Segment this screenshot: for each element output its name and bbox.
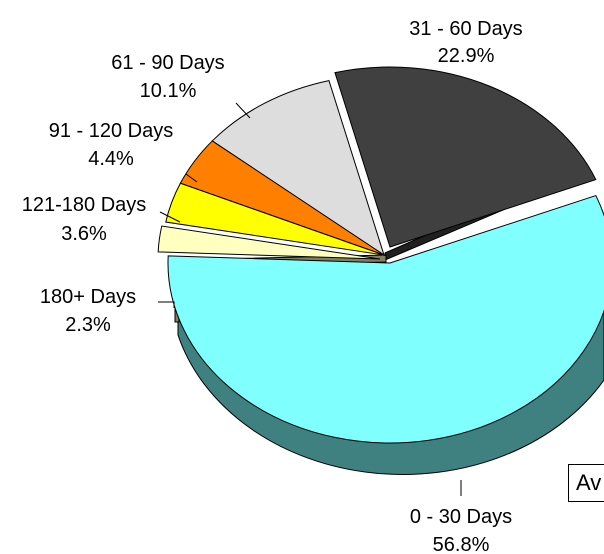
legend-partial-text: Av <box>576 470 602 495</box>
slice-top-121-180-days <box>165 182 385 256</box>
slice-top-31-60-days <box>334 66 597 248</box>
leader-line-180-plus-days <box>158 301 175 308</box>
slice-top-0-30-days <box>167 194 604 444</box>
label-180-plus-days-name: 180+ Days <box>40 286 136 308</box>
label-31-60-days-name: 31 - 60 Days <box>409 18 522 40</box>
slice-top-61-90-days <box>211 80 385 257</box>
slice-top-180-days <box>157 225 381 260</box>
label-91-120-days-name: 91 - 120 Days <box>49 120 174 142</box>
leader-line-61-90-days <box>235 102 251 119</box>
label-180-plus-days-pct: 2.3% <box>65 314 111 336</box>
label-91-120-days-pct: 4.4% <box>88 148 134 170</box>
label-61-90-days-name: 61 - 90 Days <box>111 52 224 74</box>
label-0-30-days-name: 0 - 30 Days <box>410 506 512 528</box>
label-61-90-days-pct: 10.1% <box>140 80 197 102</box>
leader-line-91-120-days <box>185 173 198 183</box>
label-31-60-days-pct: 22.9% <box>438 45 495 67</box>
legend-box: Av <box>568 464 604 502</box>
label-121-180-days-pct: 3.6% <box>61 223 107 245</box>
label-0-30-days-pct: 56.8% <box>433 534 490 554</box>
leader-line-121-180-days <box>159 211 181 223</box>
label-121-180-days-name: 121-180 Days <box>22 194 147 216</box>
